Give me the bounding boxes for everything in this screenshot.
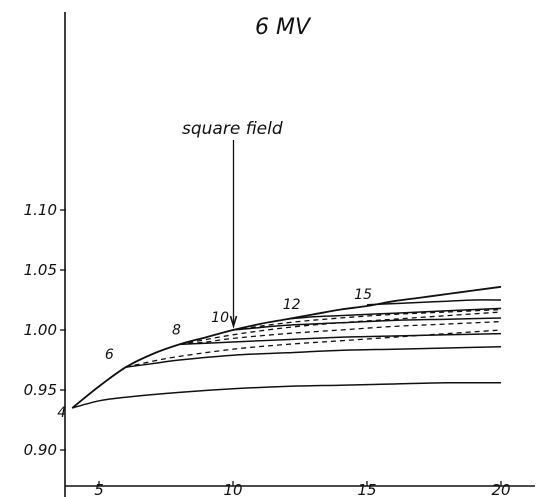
annotation-arrow-head xyxy=(229,315,238,329)
curve-label-4: 4 xyxy=(57,405,66,421)
y-tick-label: 0.95 xyxy=(24,381,57,399)
series-line-8 xyxy=(232,308,502,331)
series-line-10 xyxy=(366,299,502,306)
y-tick-label: 0.90 xyxy=(24,441,57,459)
series-line-7 xyxy=(232,317,502,331)
x-tick-label: 5 xyxy=(94,481,104,497)
square-field-annotation: square field xyxy=(182,119,283,329)
axes xyxy=(64,12,535,497)
chart-title: 6 MV xyxy=(255,15,312,40)
curve-label-10: 10 xyxy=(211,310,229,326)
y-tick-label: 1.10 xyxy=(24,201,57,219)
series-line-9 xyxy=(286,307,502,320)
curve-label-15: 15 xyxy=(354,287,372,303)
series-lines xyxy=(72,299,502,409)
curve-label-8: 8 xyxy=(172,322,181,338)
x-tick-label: 10 xyxy=(223,481,242,497)
x-tick-label: 20 xyxy=(491,481,510,497)
series-line-2 xyxy=(125,346,502,368)
series-line-5 xyxy=(179,320,502,346)
y-tick-label: 1.05 xyxy=(24,261,57,279)
curve-labels: 4 6 8 10 12 15 xyxy=(57,287,372,421)
x-tick-label: 15 xyxy=(357,481,376,497)
series-line-4 xyxy=(179,332,502,346)
y-tick-label: 1.00 xyxy=(24,321,57,339)
curve-label-12: 12 xyxy=(283,297,301,313)
curve-label-6: 6 xyxy=(105,347,114,363)
series-line-1 xyxy=(72,381,502,409)
annotation-text: square field xyxy=(182,119,283,139)
